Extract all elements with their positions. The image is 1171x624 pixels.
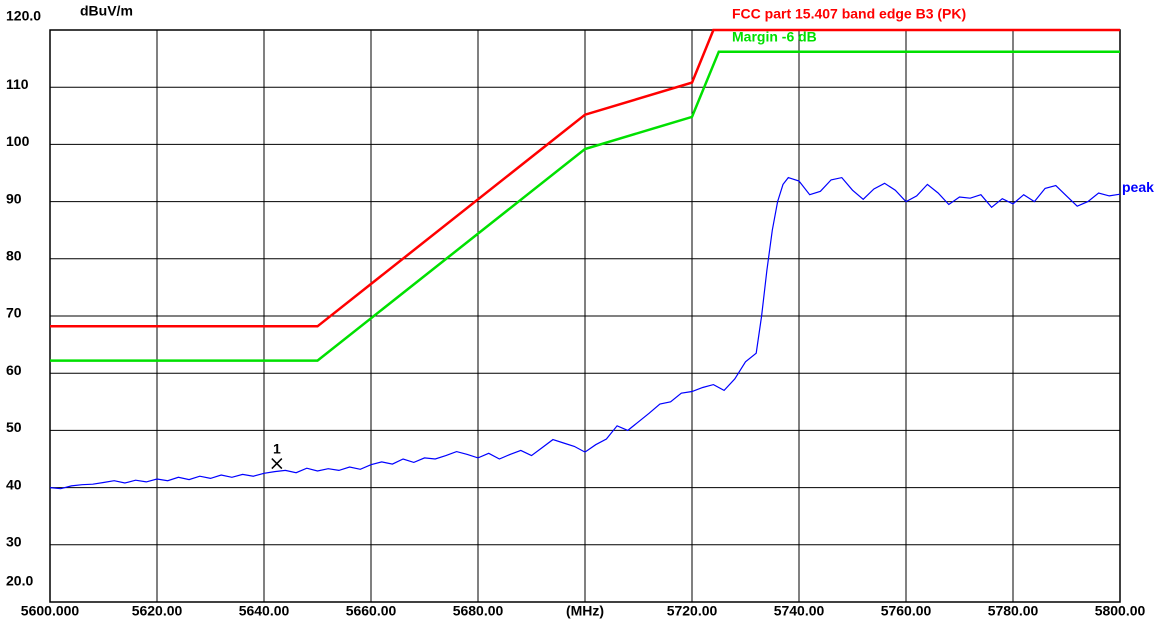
y-tick-label: 80 (6, 248, 22, 264)
x-tick-label: 5620.00 (132, 603, 183, 619)
y-tick-label: 120.0 (6, 8, 41, 24)
x-tick-label: 5740.00 (774, 603, 825, 619)
y-axis-unit: dBuV/m (80, 3, 133, 19)
marker-cross (271, 458, 283, 470)
marker-label: 1 (273, 440, 281, 456)
y-tick-label: 20.0 (6, 573, 33, 589)
x-tick-label: 5660.00 (346, 603, 397, 619)
x-tick-label: 5800.00 (1095, 603, 1146, 619)
y-tick-label: 40 (6, 476, 22, 492)
y-tick-label: 70 (6, 305, 22, 321)
series-line (50, 28, 1120, 328)
x-tick-label: 5720.00 (667, 603, 718, 619)
y-tick-label: 90 (6, 190, 22, 206)
x-tick-label: 5780.00 (988, 603, 1039, 619)
marker: 1 (271, 440, 283, 470)
y-tick-label: 110 (6, 76, 29, 92)
plot-frame (49, 29, 1121, 603)
y-tick-label: 100 (6, 133, 30, 149)
legend-label: peak (1122, 179, 1154, 195)
x-tick-label: (MHz) (566, 603, 604, 619)
legend-label: FCC part 15.407 band edge B3 (PK) (732, 6, 966, 22)
series-line (50, 176, 1120, 490)
y-tick-label: 60 (6, 362, 22, 378)
y-tick-label: 50 (6, 419, 22, 435)
legend-label: Margin -6 dB (732, 29, 817, 45)
x-tick-label: 5640.00 (239, 603, 290, 619)
series-line (50, 50, 1120, 362)
y-tick-label: 30 (6, 534, 22, 550)
x-tick-label: 5680.00 (453, 603, 504, 619)
x-tick-label: 5760.00 (881, 603, 932, 619)
x-tick-label: 5600.000 (21, 603, 80, 619)
